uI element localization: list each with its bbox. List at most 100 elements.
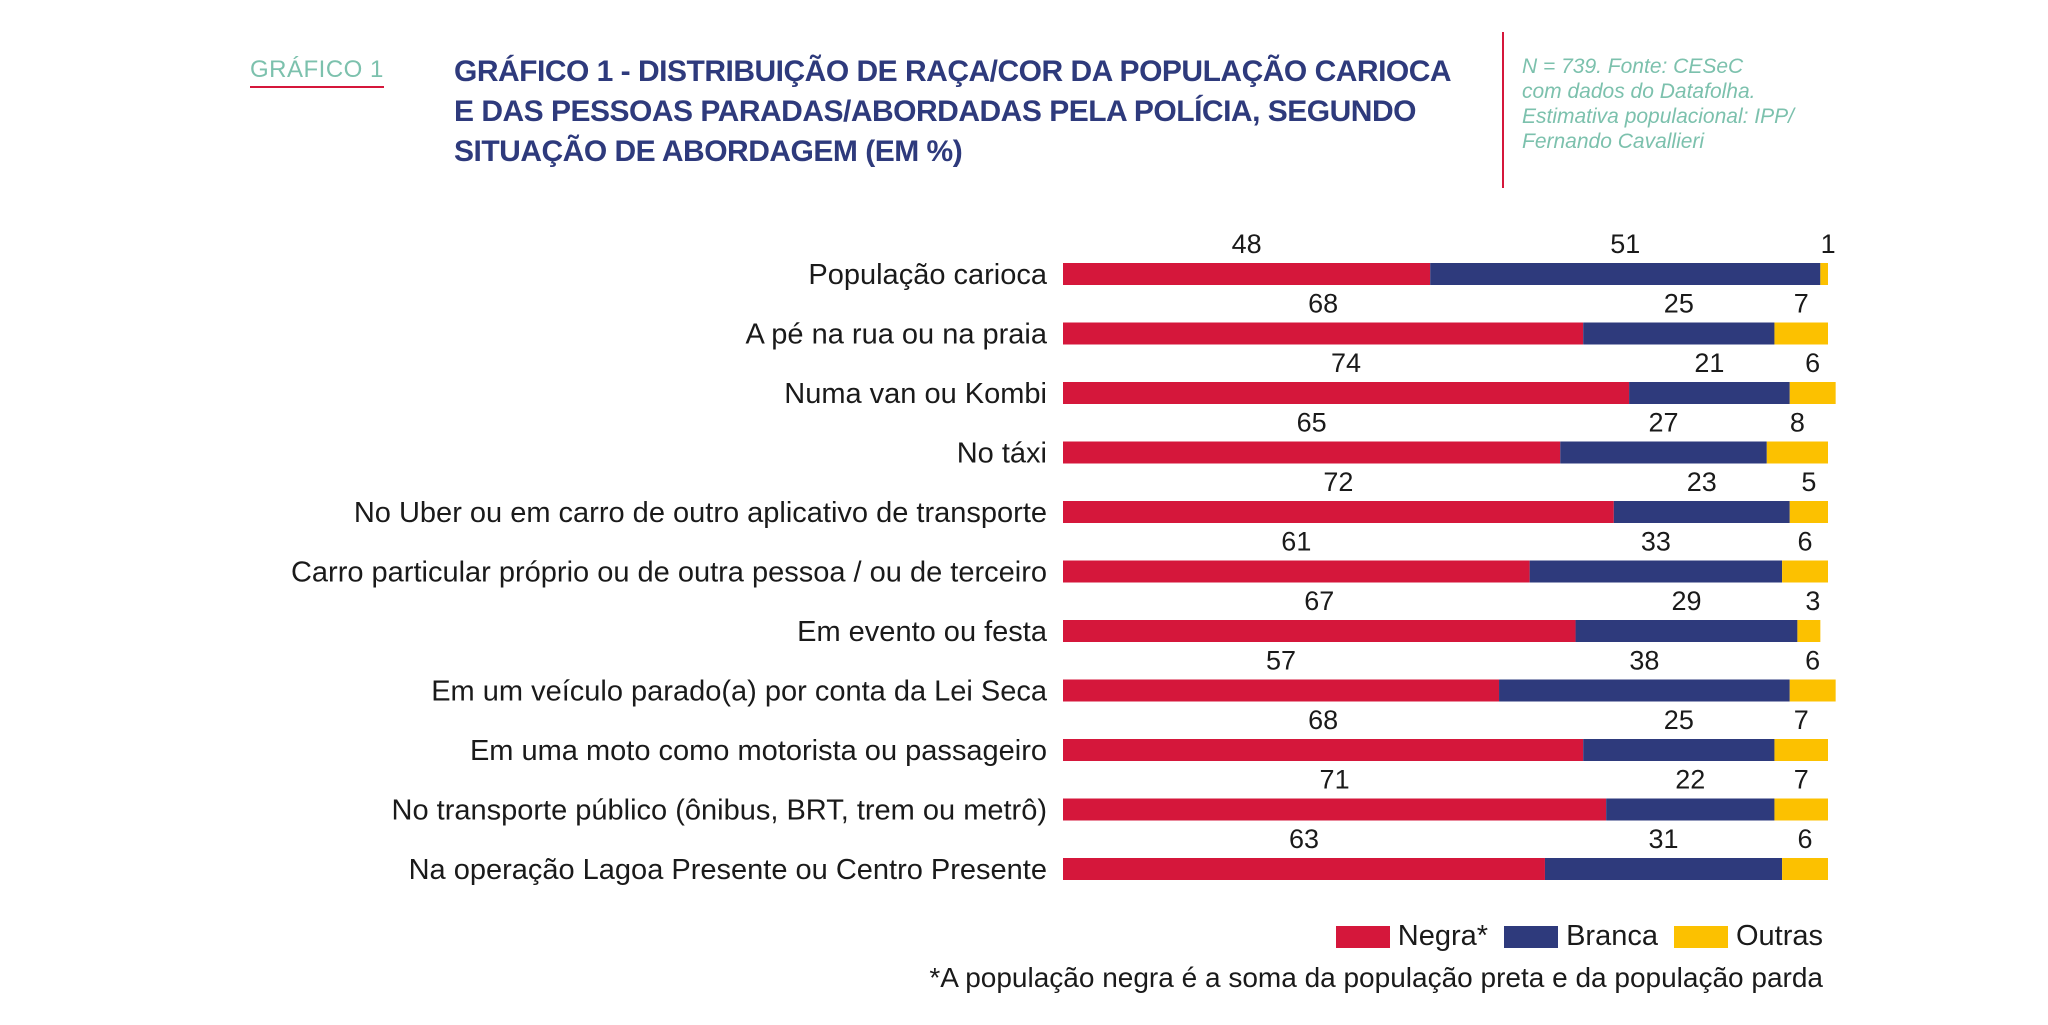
bar-segment-outras bbox=[1774, 322, 1828, 345]
bar-segment-outras bbox=[1789, 382, 1836, 404]
data-label-outras: 5 bbox=[1801, 467, 1816, 497]
bar-segment-branca bbox=[1629, 382, 1790, 404]
chart-title: GRÁFICO 1 - DISTRIBUIÇÃO DE RAÇA/COR DA … bbox=[454, 55, 1450, 168]
legend-item-outras: Outras bbox=[1673, 920, 1823, 953]
bar-segment-outras bbox=[1774, 798, 1828, 821]
data-label-negra: 74 bbox=[1331, 348, 1361, 378]
bar-segment-negra bbox=[1063, 382, 1630, 404]
category-label: No táxi bbox=[957, 438, 1047, 470]
category-label: População carioca bbox=[808, 259, 1047, 291]
data-label-negra: 48 bbox=[1232, 229, 1262, 259]
category-label: A pé na rua ou na praia bbox=[745, 319, 1047, 351]
bar-segment-negra bbox=[1063, 798, 1607, 821]
category-label: Numa van ou Kombi bbox=[784, 378, 1047, 410]
data-label-branca: 21 bbox=[1694, 348, 1724, 378]
legend-label-negra: Negra* bbox=[1397, 920, 1489, 952]
bar-segment-branca bbox=[1583, 739, 1775, 761]
data-label-branca: 33 bbox=[1641, 527, 1671, 557]
source-line: N = 739. Fonte: CESeC bbox=[1522, 55, 1744, 78]
bar-segment-outras bbox=[1774, 739, 1828, 761]
bar-segment-branca bbox=[1560, 441, 1767, 464]
data-label-negra: 65 bbox=[1297, 408, 1327, 438]
bar-segment-negra bbox=[1063, 858, 1545, 880]
source-line: Fernando Cavallieri bbox=[1522, 130, 1705, 153]
category-label: Carro particular próprio ou de outra pes… bbox=[291, 557, 1047, 589]
data-label-outras: 6 bbox=[1805, 348, 1820, 378]
bar-segment-outras bbox=[1782, 560, 1828, 583]
data-label-outras: 1 bbox=[1821, 229, 1836, 259]
data-label-outras: 6 bbox=[1798, 824, 1813, 854]
bar-segment-negra bbox=[1063, 679, 1500, 702]
bar-segment-branca bbox=[1606, 798, 1775, 821]
bar-row-na-operacao-lagoa-presente-ou-centro-presente: Na operação Lagoa Presente ou Centro Pre… bbox=[409, 824, 1828, 886]
bar-segment-outras bbox=[1789, 679, 1836, 702]
category-label: Em uma moto como motorista ou passageiro bbox=[470, 735, 1047, 767]
bar-segment-branca bbox=[1529, 560, 1783, 583]
chart-kicker: GRÁFICO 1 bbox=[250, 56, 384, 88]
data-label-branca: 38 bbox=[1629, 646, 1659, 676]
bar-segment-outras bbox=[1766, 441, 1828, 464]
footnote: *A população negra é a soma da população… bbox=[929, 962, 1823, 993]
data-label-outras: 8 bbox=[1790, 408, 1805, 438]
category-label: Em um veículo parado(a) por conta da Lei… bbox=[431, 676, 1048, 708]
bar-segment-branca bbox=[1430, 263, 1821, 285]
bar-segment-outras bbox=[1789, 501, 1828, 523]
divider bbox=[1502, 32, 1504, 188]
data-label-branca: 31 bbox=[1649, 824, 1679, 854]
bar-segment-outras bbox=[1782, 858, 1828, 880]
data-label-negra: 68 bbox=[1308, 705, 1338, 735]
bar-segment-negra bbox=[1063, 263, 1431, 285]
data-label-negra: 61 bbox=[1281, 527, 1311, 557]
bar-row-a-pe-na-rua-ou-na-praia: A pé na rua ou na praia 68 25 7 bbox=[745, 289, 1828, 351]
data-label-outras: 7 bbox=[1794, 705, 1809, 735]
bar-segment-branca bbox=[1499, 679, 1790, 702]
bar-segment-branca bbox=[1583, 322, 1775, 345]
legend-item-negra: Negra* bbox=[1335, 920, 1489, 953]
bar-segment-branca bbox=[1544, 858, 1783, 880]
bar-row-carro-particular-proprio-ou-de-outra-pessoa-ou-de-terceiro: Carro particular próprio ou de outra pes… bbox=[291, 527, 1828, 589]
category-label: No Uber ou em carro de outro aplicativo … bbox=[354, 497, 1047, 529]
data-label-branca: 23 bbox=[1687, 467, 1717, 497]
data-label-negra: 68 bbox=[1308, 289, 1338, 319]
bar-row-populacao-carioca: População carioca 48 51 1 bbox=[808, 229, 1835, 291]
source-line: Estimativa populacional: IPP/ bbox=[1522, 105, 1794, 128]
legend-swatch-negra bbox=[1335, 925, 1390, 948]
data-label-outras: 7 bbox=[1794, 765, 1809, 795]
data-label-branca: 25 bbox=[1664, 705, 1694, 735]
bar-segment-negra bbox=[1063, 739, 1584, 761]
bar-segment-negra bbox=[1063, 501, 1614, 523]
data-label-negra: 63 bbox=[1289, 824, 1319, 854]
data-label-branca: 51 bbox=[1610, 229, 1640, 259]
bar-row-no-taxi: No táxi 65 27 8 bbox=[957, 408, 1828, 470]
legend-label-outras: Outras bbox=[1735, 920, 1823, 952]
category-label: Em evento ou festa bbox=[797, 616, 1048, 648]
data-label-outras: 6 bbox=[1798, 527, 1813, 557]
source-line: com dados do Datafolha. bbox=[1522, 80, 1756, 103]
data-label-outras: 6 bbox=[1805, 646, 1820, 676]
bar-segment-negra bbox=[1063, 322, 1584, 345]
category-label: No transporte público (ônibus, BRT, trem… bbox=[392, 795, 1047, 827]
bar-segment-branca bbox=[1575, 620, 1798, 642]
bar-segment-negra bbox=[1063, 441, 1561, 464]
data-label-branca: 25 bbox=[1664, 289, 1694, 319]
data-label-branca: 29 bbox=[1671, 586, 1701, 616]
legend-item-branca: Branca bbox=[1504, 920, 1658, 953]
data-label-negra: 71 bbox=[1320, 765, 1350, 795]
bar-row-em-uma-moto-como-motorista-ou-passageiro: Em uma moto como motorista ou passageiro… bbox=[470, 705, 1828, 767]
stacked-bar-chart: População carioca 48 51 1 A pé na rua ou na … bbox=[291, 229, 1836, 886]
data-label-branca: 22 bbox=[1675, 765, 1705, 795]
bar-row-no-transporte-publico-onibus-brt-trem-ou-metro: No transporte público (ônibus, BRT, trem… bbox=[392, 765, 1828, 827]
data-label-negra: 67 bbox=[1304, 586, 1334, 616]
legend: Negra* Branca Outras bbox=[1320, 920, 1823, 953]
data-label-outras: 3 bbox=[1805, 586, 1820, 616]
data-label-negra: 57 bbox=[1266, 646, 1296, 676]
category-label: Na operação Lagoa Presente ou Centro Pre… bbox=[409, 854, 1047, 886]
legend-swatch-outras bbox=[1673, 925, 1728, 948]
bar-row-em-um-veiculo-parado-a-por-conta-da-lei-seca: Em um veículo parado(a) por conta da Lei… bbox=[431, 646, 1836, 708]
bar-row-numa-van-ou-kombi: Numa van ou Kombi 74 21 6 bbox=[784, 348, 1836, 410]
bar-row-no-uber-ou-em-carro-de-outro-aplicativo-de-transporte: No Uber ou em carro de outro aplicativo … bbox=[354, 467, 1828, 529]
bar-segment-negra bbox=[1063, 560, 1530, 583]
legend-swatch-branca bbox=[1504, 925, 1559, 948]
bar-segment-outras bbox=[1797, 620, 1821, 642]
legend-label-branca: Branca bbox=[1566, 920, 1658, 952]
